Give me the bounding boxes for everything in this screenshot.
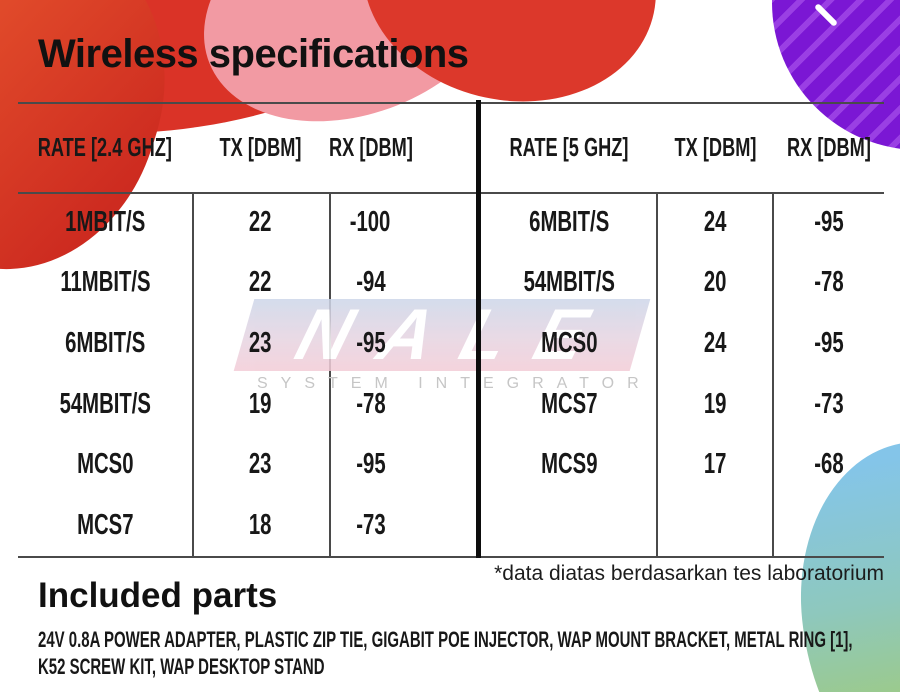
lab-test-footnote: *data diatas berdasarkan tes laboratoriu…	[494, 562, 884, 585]
table-cell: MCS7	[76, 509, 134, 542]
table-cell: 6MBIT/S	[528, 205, 610, 238]
table-cell: -78	[813, 266, 844, 299]
table-cell	[481, 495, 657, 556]
table-cell: -95	[813, 205, 844, 238]
table-cell: 6MBIT/S	[64, 327, 146, 360]
included-parts-line-2: K52 SCREW KIT, WAP DESKTOP STAND	[38, 654, 325, 679]
watermark-subtitle: SYSTEM INTEGRATOR	[257, 375, 652, 392]
column-header: TX [DBM]	[674, 131, 756, 162]
column-header: TX [DBM]	[219, 131, 302, 162]
column-header: RX [DBM]	[786, 131, 871, 162]
included-parts-heading: Included parts	[38, 576, 278, 615]
table-cell: MCS9	[540, 448, 598, 481]
included-parts-line-1: 24V 0.8A POWER ADAPTER, PLASTIC ZIP TIE,…	[38, 627, 853, 652]
table-cell: -78	[355, 387, 386, 420]
table-cell: 18	[249, 509, 272, 542]
table-cell: -68	[813, 448, 844, 481]
table-column-line	[192, 193, 194, 557]
watermark: NALE SYSTEM INTEGRATOR	[233, 295, 652, 393]
table-cell	[773, 495, 884, 556]
table-cell: MCS0	[540, 327, 598, 360]
table-column-line	[772, 193, 774, 557]
table-cell: MCS7	[540, 387, 598, 420]
table-top-line	[18, 102, 884, 104]
table-24ghz: RATE [2.4 GHZ] TX [DBM] RX [DBM] 1MBIT/S…	[18, 102, 476, 556]
table-center-divider	[476, 100, 481, 558]
column-header: RATE [5 GHZ]	[509, 131, 629, 162]
table-cell: 19	[703, 387, 727, 420]
table-cell: 19	[249, 387, 272, 420]
table-cell: 20	[703, 266, 727, 299]
table-bottom-line	[18, 556, 884, 558]
table-cell: 24	[703, 327, 727, 360]
table-cell: 1MBIT/S	[64, 205, 146, 238]
table-cell: -95	[355, 448, 386, 481]
page-title: Wireless specifications	[38, 32, 469, 76]
table-cell: -100	[350, 205, 391, 238]
table-cell: 54MBIT/S	[523, 266, 615, 299]
table-cell: 24	[703, 205, 727, 238]
table-cell: 17	[703, 448, 727, 481]
table-header-line	[18, 192, 884, 194]
table-cell: -95	[355, 327, 386, 360]
table-cell	[657, 495, 773, 556]
column-header: RX [DBM]	[328, 131, 413, 162]
table-cell: -73	[355, 509, 386, 542]
table-cell: MCS0	[76, 448, 134, 481]
table-cell: 23	[249, 327, 272, 360]
table-5ghz: RATE [5 GHZ] TX [DBM] RX [DBM] 6MBIT/S 2…	[481, 102, 884, 556]
table-cell: 22	[249, 205, 272, 238]
table-cell: 23	[249, 448, 272, 481]
table-cell: -73	[813, 387, 844, 420]
table-cell: -94	[355, 266, 386, 299]
table-cell: 11MBIT/S	[59, 266, 151, 299]
table-cell: -95	[813, 327, 844, 360]
column-header: RATE [2.4 GHZ]	[37, 131, 173, 162]
table-column-line	[329, 193, 331, 557]
included-parts-list: 24V 0.8A POWER ADAPTER, PLASTIC ZIP TIE,…	[38, 626, 900, 680]
table-cell: 54MBIT/S	[59, 387, 151, 420]
table-cell: 22	[249, 266, 272, 299]
table-column-line	[656, 193, 658, 557]
